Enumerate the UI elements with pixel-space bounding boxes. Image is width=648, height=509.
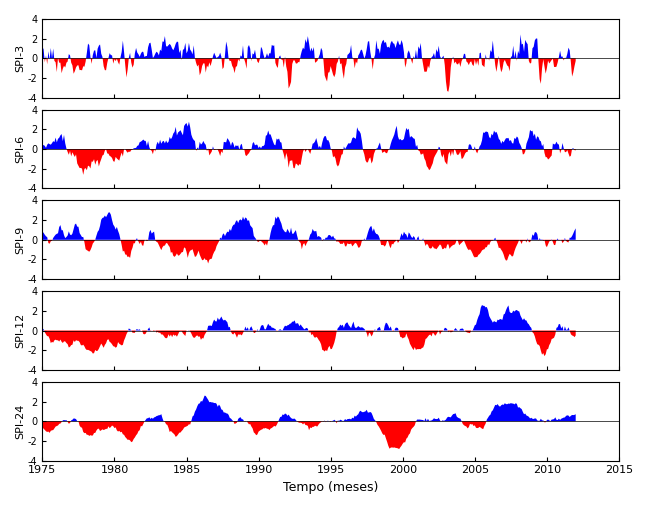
- Y-axis label: SPI-12: SPI-12: [15, 313, 25, 348]
- Y-axis label: SPI-9: SPI-9: [15, 225, 25, 254]
- X-axis label: Tempo (meses): Tempo (meses): [283, 481, 378, 494]
- Y-axis label: SPI-6: SPI-6: [15, 135, 25, 163]
- Y-axis label: SPI-3: SPI-3: [15, 44, 25, 72]
- Y-axis label: SPI-24: SPI-24: [15, 404, 25, 439]
